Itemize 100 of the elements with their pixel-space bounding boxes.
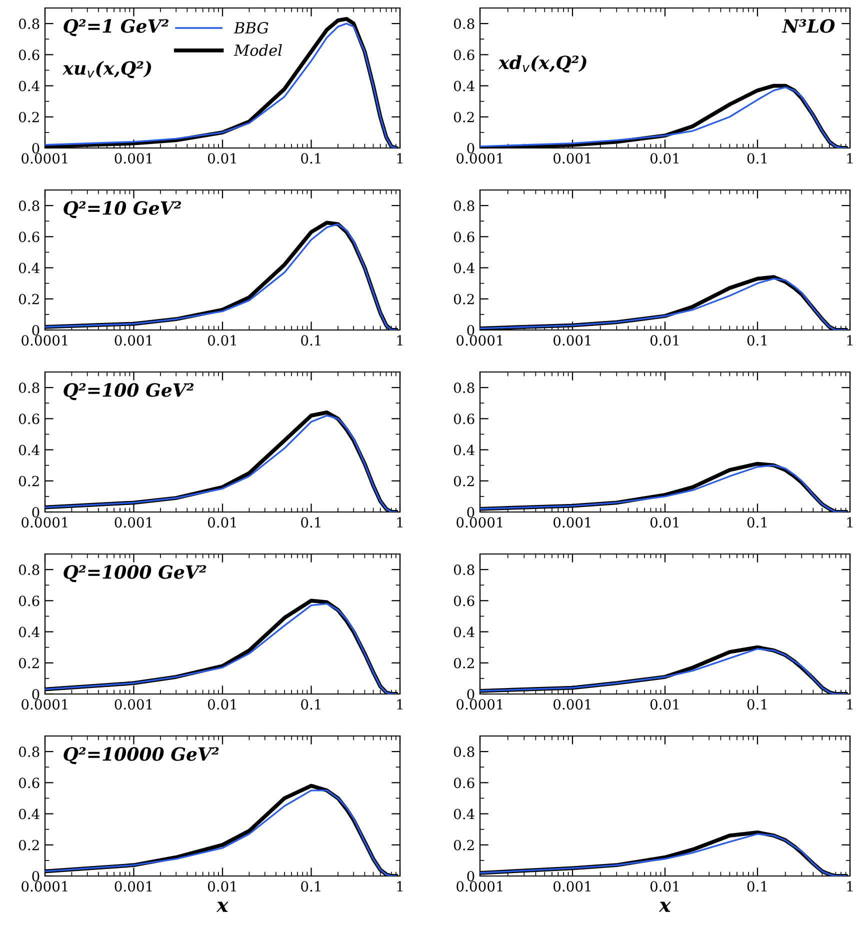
x-tick-label: 0.0001 [22,517,68,528]
x-tick-label: 0.01 [650,335,678,346]
annotation: xd$_{v}$(x,Q²) [498,55,586,73]
y-tick-label: 0.6 [18,414,40,424]
annotation: Q²=1000 GeV² [64,565,206,582]
x-tick-label: 0.1 [301,699,320,710]
x-tick-label: 0.001 [114,881,152,892]
y-tick-label: 0.2 [454,840,474,850]
x-axis-title: x [658,902,671,912]
x-tick-label: 0.0001 [456,335,502,346]
x-axis-title: x [216,902,228,912]
x-tick-label: 0.0001 [22,699,68,710]
y-tick-label: 0.4 [454,626,474,638]
x-tick-label: 0.001 [554,699,590,710]
x-tick-label: 0.001 [114,153,152,164]
y-tick-label: 0.4 [454,444,474,456]
y-tick-label: 0.8 [454,18,474,30]
y-tick-label: 0.2 [18,476,39,486]
x-tick-label: 0.0001 [22,335,68,346]
legend-label: Model [234,44,282,56]
y-tick-label: 0.4 [18,262,40,274]
x-tick-label: 0.01 [650,699,678,710]
y-tick-label: 0.8 [454,746,474,758]
x-tick-label: 0.001 [554,335,590,346]
x-tick-label: 0.001 [114,335,152,346]
y-tick-label: 0.8 [18,382,40,394]
y-tick-label: 0.2 [18,294,39,304]
x-tick-label: 0.01 [650,881,678,892]
y-tick-label: 0 [467,506,474,518]
y-tick-label: 0.4 [454,808,474,820]
y-tick-label: 0.4 [18,626,40,638]
y-tick-label: 0 [32,688,40,700]
x-tick-label: 1 [397,881,402,892]
y-tick-label: 0 [467,688,474,700]
x-tick-label: 0.1 [747,153,767,164]
y-tick-label: 0.4 [18,444,40,456]
x-tick-label: 0.001 [554,517,590,528]
x-tick-label: 0.01 [208,699,236,710]
x-tick-label: 0.01 [208,335,236,346]
y-tick-label: 0.8 [454,382,474,394]
y-tick-label: 0.2 [18,840,39,850]
x-tick-label: 1 [847,153,852,164]
x-tick-label: 0.1 [301,881,320,892]
x-tick-label: 1 [847,881,852,892]
y-tick-label: 0 [467,324,474,336]
annotation: xu$_{v}$(x,Q²) [62,60,152,78]
annotation: Q²=10000 GeV² [64,747,219,764]
y-tick-label: 0.4 [18,80,40,92]
x-tick-label: 1 [847,335,852,346]
y-tick-label: 0 [32,870,40,882]
x-tick-label: 0.1 [747,517,767,528]
x-tick-label: 1 [397,335,402,346]
x-tick-label: 0.01 [208,881,236,892]
y-tick-label: 0.2 [454,294,474,304]
x-tick-label: 0.001 [554,881,590,892]
y-tick-label: 0.2 [454,112,474,122]
x-tick-label: 0.1 [747,699,767,710]
y-tick-label: 0.8 [18,564,40,576]
x-tick-label: 0.0001 [22,153,68,164]
x-tick-label: 0.0001 [456,153,502,164]
y-tick-label: 0.6 [18,50,40,60]
y-tick-label: 0 [467,870,474,882]
y-tick-label: 0.4 [454,262,474,274]
x-tick-label: 1 [847,517,852,528]
y-tick-label: 0.6 [454,414,474,424]
x-tick-label: 1 [847,699,852,710]
y-tick-label: 0 [32,142,40,154]
y-tick-label: 0.8 [18,746,40,758]
y-tick-label: 0 [467,142,474,154]
y-tick-label: 0.2 [18,112,39,122]
x-tick-label: 0.001 [554,153,590,164]
x-tick-label: 0.1 [747,335,767,346]
x-tick-label: 0.0001 [22,881,68,892]
annotation: N³LO [782,19,835,33]
y-tick-label: 0.8 [454,564,474,576]
y-tick-label: 0.2 [18,658,39,668]
legend-label: BBG [234,22,268,34]
x-tick-label: 0.01 [208,153,236,164]
y-tick-label: 0.8 [18,200,40,212]
x-tick-label: 1 [397,699,402,710]
annotation: Q²=100 GeV² [64,383,194,400]
x-tick-label: 0.0001 [456,699,502,710]
x-tick-label: 0.1 [301,153,320,164]
y-tick-label: 0.8 [454,200,474,212]
x-tick-label: 0.001 [114,699,152,710]
y-tick-label: 0 [32,324,40,336]
x-tick-label: 0.0001 [456,517,502,528]
x-tick-label: 0.0001 [456,881,502,892]
y-tick-label: 0.6 [454,232,474,242]
y-tick-label: 0.6 [454,50,474,60]
y-tick-label: 0 [32,506,40,518]
y-tick-label: 0.6 [18,232,40,242]
y-tick-label: 0.6 [454,596,474,606]
x-tick-label: 0.001 [114,517,152,528]
y-tick-label: 0.6 [454,778,474,788]
y-tick-label: 0.8 [18,18,40,30]
y-tick-label: 0.6 [18,778,40,788]
x-tick-label: 1 [397,153,402,164]
x-tick-label: 0.01 [650,517,678,528]
x-tick-label: 0.1 [301,335,320,346]
